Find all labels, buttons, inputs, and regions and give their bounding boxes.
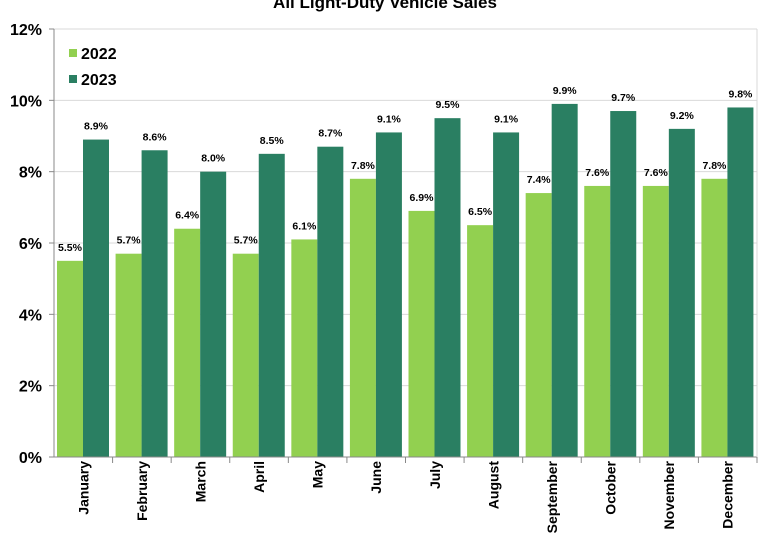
data-label: 5.7%	[117, 235, 142, 247]
bar-2023-january	[83, 139, 109, 458]
bar-2022-june	[349, 178, 376, 458]
bar-2022-december	[701, 178, 728, 458]
data-label: 6.4%	[175, 210, 200, 222]
data-label: 6.1%	[292, 220, 317, 232]
data-label: 6.5%	[468, 206, 493, 218]
bar-2023-june	[375, 132, 402, 457]
legend-label-2023: 2023	[81, 72, 117, 89]
data-label: 9.2%	[670, 110, 695, 122]
x-tick-label: January	[75, 461, 91, 515]
y-tick-label: 0%	[19, 450, 42, 467]
bar-2023-february	[141, 150, 168, 457]
y-tick-label: 4%	[19, 307, 42, 324]
x-tick-label: March	[192, 461, 208, 502]
data-label: 7.8%	[702, 160, 727, 172]
data-label: 7.6%	[644, 167, 669, 179]
x-tick-label: April	[251, 461, 267, 493]
y-tick-label: 10%	[10, 93, 42, 110]
data-label: 9.9%	[553, 85, 578, 97]
x-tick-label: August	[485, 461, 501, 510]
bar-2023-october	[610, 111, 637, 458]
bar-2022-november	[642, 185, 669, 457]
x-tick-label: October	[603, 460, 619, 514]
data-label: 9.7%	[611, 92, 636, 104]
data-label: 9.8%	[728, 88, 753, 100]
data-label: 8.0%	[201, 153, 226, 165]
bar-2023-december	[727, 107, 754, 457]
data-label: 6.9%	[410, 192, 435, 204]
x-tick-label: July	[427, 461, 443, 489]
chart-title: All Light-Duty Vehicle Sales	[273, 0, 497, 12]
data-label: 5.7%	[234, 235, 259, 247]
y-tick-label: 8%	[19, 165, 42, 182]
bar-2023-november	[668, 128, 695, 457]
bar-2022-august	[467, 225, 494, 457]
x-tick-label: November	[661, 460, 677, 529]
data-label: 9.1%	[494, 113, 519, 125]
data-label: 9.1%	[377, 113, 402, 125]
data-label: 8.9%	[84, 121, 109, 133]
legend-swatch-2022	[69, 49, 77, 57]
bar-2022-march	[174, 228, 201, 457]
y-tick-label: 6%	[19, 236, 42, 253]
data-label: 8.7%	[318, 128, 343, 140]
bar-2022-september	[525, 193, 552, 458]
data-label: 5.5%	[58, 242, 83, 254]
data-label: 8.5%	[260, 135, 285, 147]
bar-2022-july	[408, 210, 435, 457]
bar-2022-february	[115, 253, 142, 457]
data-label: 7.6%	[585, 167, 610, 179]
legend-swatch-2023	[69, 75, 77, 83]
bar-2023-march	[200, 171, 227, 457]
bar-2022-january	[57, 260, 83, 457]
x-tick-label: February	[134, 461, 150, 521]
y-tick-label: 2%	[19, 379, 42, 396]
x-tick-label: June	[368, 461, 384, 494]
data-label: 7.8%	[351, 160, 376, 172]
y-tick-label: 12%	[10, 22, 42, 39]
data-label: 8.6%	[143, 131, 168, 143]
data-label: 7.4%	[527, 174, 552, 186]
x-tick-label: September	[544, 460, 560, 533]
legend-label-2022: 2022	[81, 46, 117, 63]
bar-2022-october	[584, 185, 611, 457]
bar-2023-july	[434, 118, 461, 458]
bar-2022-may	[291, 239, 318, 457]
x-tick-label: December	[720, 460, 736, 528]
x-tick-label: May	[310, 461, 326, 488]
data-label: 9.5%	[436, 99, 461, 111]
bar-2023-april	[258, 153, 285, 458]
bar-2023-august	[493, 132, 520, 457]
bar-2023-september	[551, 103, 578, 458]
bar-2023-may	[317, 146, 344, 457]
bar-2022-april	[232, 253, 259, 457]
